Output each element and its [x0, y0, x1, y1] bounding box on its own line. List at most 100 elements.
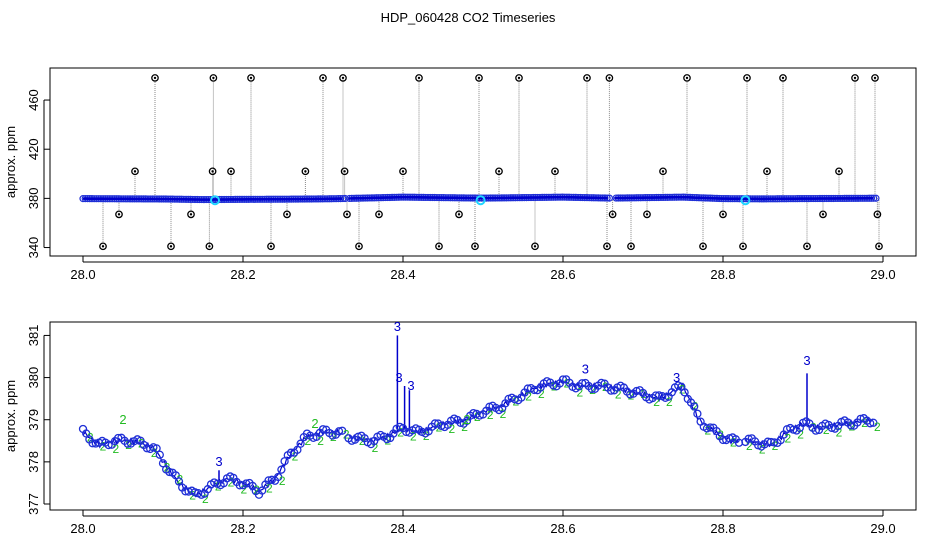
bottom-plot-frame: [49, 321, 917, 511]
bottom-point-label-2: 2: [317, 434, 324, 448]
bottom-y-tick-label: 377: [26, 493, 41, 515]
bottom-point-label-2: 2: [576, 385, 583, 399]
top-highlight-point: [740, 195, 751, 206]
bottom-point-label-2: 2: [874, 420, 881, 434]
bottom-point-label-2: 2: [797, 428, 804, 442]
bottom-data-point: [680, 388, 689, 397]
top-outlier-point: [583, 74, 591, 82]
top-outlier-point-center: [608, 76, 611, 80]
bottom-data-point: [158, 459, 168, 468]
top-x-tick-label: 28.0: [70, 267, 95, 282]
bottom-data-point: [690, 402, 699, 411]
top-outlier-point-center: [876, 213, 879, 216]
top-outlier-point: [683, 74, 691, 82]
top-outlier-point: [851, 74, 859, 82]
top-y-tick-label: 380: [26, 188, 41, 210]
top-outlier-point-center: [765, 170, 769, 173]
top-outlier-point: [819, 210, 827, 219]
top-outlier-point-center: [212, 76, 215, 80]
top-outlier-point: [515, 74, 523, 82]
top-outlier-point: [301, 167, 310, 176]
top-outlier-point-center: [645, 213, 649, 216]
bottom-y-tick-label: 378: [26, 451, 41, 473]
top-outlier-point: [475, 74, 483, 82]
bottom-point-label: 2: [119, 412, 126, 427]
top-outlier-point: [471, 242, 479, 251]
top-outlier-point-center: [629, 245, 633, 248]
top-outlier-point: [167, 242, 175, 251]
bottom-y-tick-label: 379: [26, 409, 41, 431]
bottom-x-tick-label: 28.2: [230, 521, 255, 536]
top-outlier-point: [340, 167, 349, 176]
top-outlier-point-center: [721, 213, 725, 216]
bottom-data-point: [558, 375, 568, 384]
bottom-data-point: [165, 467, 174, 477]
bottom-point-label-2: 2: [784, 432, 791, 446]
top-outlier-point: [99, 242, 107, 251]
bottom-point-label-2: 2: [746, 439, 753, 453]
top-outlier-point-center: [457, 213, 461, 216]
bottom-point-label-2: 2: [228, 475, 235, 489]
top-y-tick-label: 460: [26, 89, 41, 111]
top-outlier-point-center: [153, 76, 157, 80]
top-outlier-point: [779, 74, 787, 82]
top-outlier-point: [873, 210, 882, 219]
bottom-data-point: [811, 426, 820, 435]
top-panel: approx. ppm 28.0 28.2 28.4 28.6 28.8 29.0 340…: [3, 67, 917, 282]
bottom-point-label-2: 2: [266, 482, 273, 496]
top-outlier-point: [151, 74, 159, 82]
top-highlight-point: [475, 195, 486, 206]
bottom-point-label-2: 2: [666, 395, 673, 409]
top-outlier-point: [551, 167, 559, 176]
top-x-axis: 28.0 28.2 28.4 28.6 28.8 29.0: [70, 256, 896, 282]
bottom-point-label-2: 2: [253, 483, 260, 497]
top-outlier-point-center: [341, 76, 345, 80]
top-outlier-point: [763, 167, 771, 176]
top-outlier-point: [319, 74, 327, 82]
top-outlier-point: [643, 210, 651, 219]
top-outlier-point: [871, 74, 879, 82]
bottom-point-label-2: 2: [448, 422, 455, 436]
top-y-tick-label: 340: [26, 237, 41, 259]
top-series: [79, 74, 883, 251]
top-outlier-point-center: [208, 245, 211, 248]
bottom-point-label-2: 2: [500, 407, 507, 421]
top-highlight-point: [210, 195, 220, 206]
top-outlier-point: [627, 242, 635, 251]
top-outlier-point-center: [417, 76, 421, 80]
bottom-data-point: [597, 378, 606, 388]
bottom-point-label-2: 2: [653, 395, 660, 409]
top-outlier-point: [187, 210, 195, 219]
top-outlier-point-center: [357, 245, 361, 248]
bottom-data-point: [296, 439, 305, 448]
top-outlier-point-center: [377, 213, 381, 216]
bottom-y-tick-label: 380: [26, 367, 41, 389]
top-outlier-point: [803, 242, 811, 251]
top-outlier-point: [247, 74, 255, 82]
top-outlier-point: [355, 242, 363, 251]
top-outlier-point-center: [477, 76, 481, 80]
bottom-point-label-2: 2: [564, 376, 571, 390]
bottom-x-tick-label: 28.6: [550, 521, 575, 536]
bottom-point-label-2: 2: [410, 430, 417, 444]
bottom-data-point: [274, 472, 283, 482]
top-y-axis: 340 380 420 460: [26, 89, 50, 258]
bottom-point-label-2: 2: [615, 387, 622, 401]
bottom-point-label: 3: [582, 361, 589, 376]
top-outlier-point: [435, 242, 443, 251]
top-outlier-point: [531, 242, 539, 251]
bottom-point-label: 3: [394, 319, 401, 334]
top-outlier-point-center: [189, 213, 193, 216]
top-outlier-point: [375, 210, 383, 219]
bottom-point-label-2: 2: [525, 390, 532, 404]
bottom-data-point: [318, 425, 328, 434]
bottom-data-point: [152, 444, 161, 453]
bottom-point-label-2: 2: [292, 450, 299, 464]
top-outlier-point-center: [304, 170, 307, 173]
bottom-point-label-2: 2: [397, 426, 404, 440]
bottom-point-label: 3: [395, 370, 402, 385]
top-outlier-point-center: [497, 170, 501, 173]
top-x-tick-label: 28.4: [390, 267, 415, 282]
bottom-y-axis: 377 378 379 380 381: [26, 325, 50, 515]
